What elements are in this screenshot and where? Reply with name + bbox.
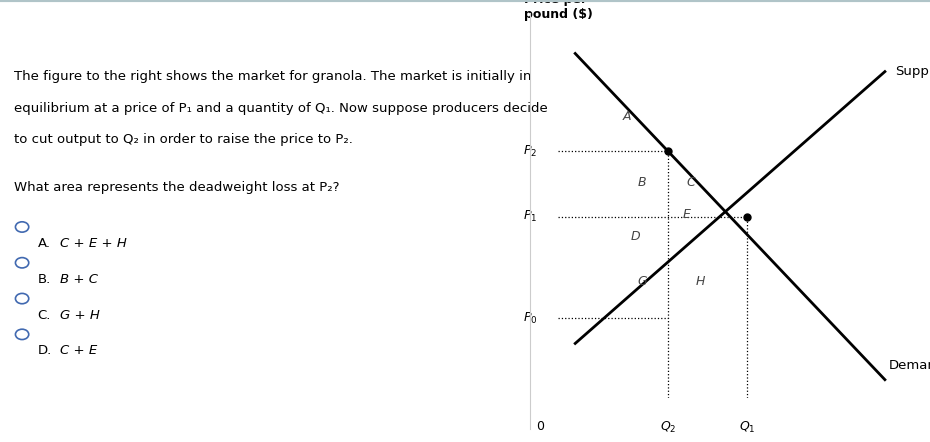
Text: equilibrium at a price of P₁ and a quantity of Q₁. Now suppose producers decide: equilibrium at a price of P₁ and a quant…	[15, 102, 548, 114]
Text: C + E: C + E	[60, 344, 98, 357]
Text: 0: 0	[537, 419, 544, 433]
Text: H: H	[697, 275, 706, 288]
Text: C.: C.	[37, 309, 51, 321]
Text: $P_1$: $P_1$	[523, 209, 538, 224]
Text: B.: B.	[37, 273, 50, 286]
Text: $P_2$: $P_2$	[524, 144, 538, 159]
Text: B + C: B + C	[60, 273, 99, 286]
Text: Price per
pound ($): Price per pound ($)	[524, 0, 592, 21]
Text: C: C	[686, 175, 695, 189]
Text: A.: A.	[37, 237, 50, 250]
Text: E: E	[684, 208, 691, 221]
Text: B: B	[638, 175, 646, 189]
Text: $P_0$: $P_0$	[523, 311, 538, 326]
Text: G: G	[637, 275, 647, 288]
Text: The figure to the right shows the market for granola. The market is initially in: The figure to the right shows the market…	[15, 70, 532, 83]
Text: C + E + H: C + E + H	[60, 237, 127, 250]
Text: Demand: Demand	[888, 358, 930, 372]
Text: $Q_1$: $Q_1$	[739, 419, 755, 434]
Text: G + H: G + H	[60, 309, 100, 321]
Text: D.: D.	[37, 344, 52, 357]
Text: What area represents the deadweight loss at P₂?: What area represents the deadweight loss…	[15, 181, 339, 194]
Text: Supply: Supply	[896, 65, 930, 78]
Text: D: D	[631, 230, 640, 243]
Text: A: A	[622, 110, 631, 123]
Text: $Q_2$: $Q_2$	[660, 419, 676, 434]
Text: to cut output to Q₂ in order to raise the price to P₂.: to cut output to Q₂ in order to raise th…	[15, 133, 353, 146]
